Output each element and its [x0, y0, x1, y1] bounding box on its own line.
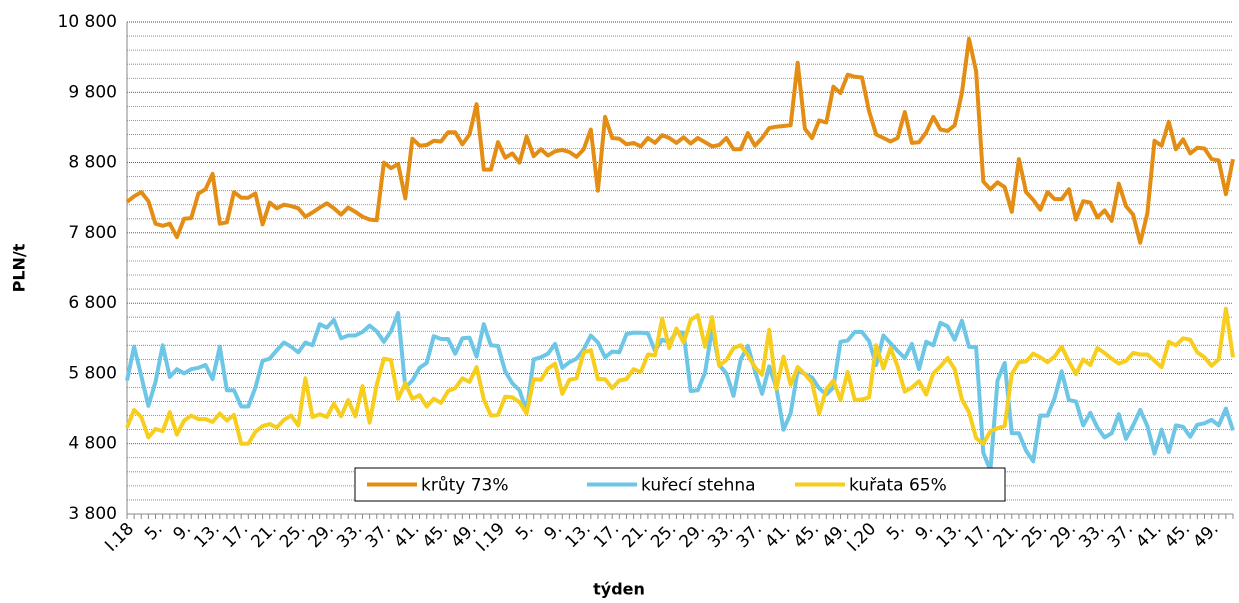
y-tick-label: 3 800: [68, 504, 117, 524]
y-tick-label: 10 800: [58, 12, 117, 32]
x-tick-label: 9.: [170, 519, 196, 545]
series-line: [125, 306, 1235, 446]
y-axis-title: PLN/t: [10, 243, 29, 292]
x-tick-label: 13.: [561, 519, 594, 552]
x-tick-label: 49.: [1189, 519, 1222, 552]
x-tick-label: 13.: [933, 519, 966, 552]
x-tick-label: 37.: [1104, 519, 1137, 552]
x-tick-label: 25.: [1018, 519, 1051, 552]
x-tick-label: 5.: [883, 519, 909, 545]
y-tick-label: 9 800: [68, 82, 117, 102]
x-tick-label: 29.: [1047, 519, 1080, 552]
x-tick-label: 49.: [818, 519, 851, 552]
x-tick-label: 33.: [704, 519, 737, 552]
x-tick-label: 49.: [447, 519, 480, 552]
x-tick-label: 37.: [362, 519, 395, 552]
x-tick-label: 9.: [541, 519, 567, 545]
x-tick-label: 33.: [1075, 519, 1108, 552]
x-tick-label: 17.: [961, 519, 994, 552]
x-tick-label: 13.: [190, 519, 223, 552]
x-tick-label: 9.: [912, 519, 938, 545]
x-tick-label: 5.: [141, 519, 167, 545]
x-tick-label: I.18: [101, 519, 138, 556]
x-tick-label: 21.: [990, 519, 1023, 552]
x-tick-label: 29.: [305, 519, 338, 552]
legend-box: [354, 467, 1006, 502]
x-tick-label: 25.: [647, 519, 680, 552]
x-tick-label: 45.: [790, 519, 823, 552]
x-tick-label: 5.: [512, 519, 538, 545]
x-tick-label: 45.: [419, 519, 452, 552]
y-tick-label: 7 800: [68, 223, 117, 243]
legend-label: kuřecí stehna: [641, 476, 756, 496]
y-tick-label: 5 800: [68, 363, 117, 383]
x-tick-label: 25.: [276, 519, 309, 552]
x-tick-label: I.19: [472, 519, 509, 556]
legend-label: kuřata 65%: [849, 476, 947, 496]
x-tick-label: 29.: [676, 519, 709, 552]
y-tick-label: 8 800: [68, 153, 117, 173]
series-line: [125, 36, 1235, 245]
x-tick-label: 17.: [219, 519, 252, 552]
x-tick-label: 37.: [733, 519, 766, 552]
x-tick-label: 45.: [1161, 519, 1194, 552]
x-tick-label: 41.: [1132, 519, 1165, 552]
x-axis-title: týden: [593, 580, 645, 599]
x-tick-label: 41.: [390, 519, 423, 552]
y-tick-label: 4 800: [68, 434, 117, 454]
x-tick-label: 41.: [761, 519, 794, 552]
x-tick-label: I.20: [843, 519, 880, 556]
x-tick-label: 33.: [333, 519, 366, 552]
x-tick-label: 21.: [248, 519, 281, 552]
x-tick-label: 21.: [619, 519, 652, 552]
x-tick-label: 17.: [590, 519, 623, 552]
y-tick-label: 6 800: [68, 293, 117, 313]
legend-label: krůty 73%: [421, 476, 509, 496]
